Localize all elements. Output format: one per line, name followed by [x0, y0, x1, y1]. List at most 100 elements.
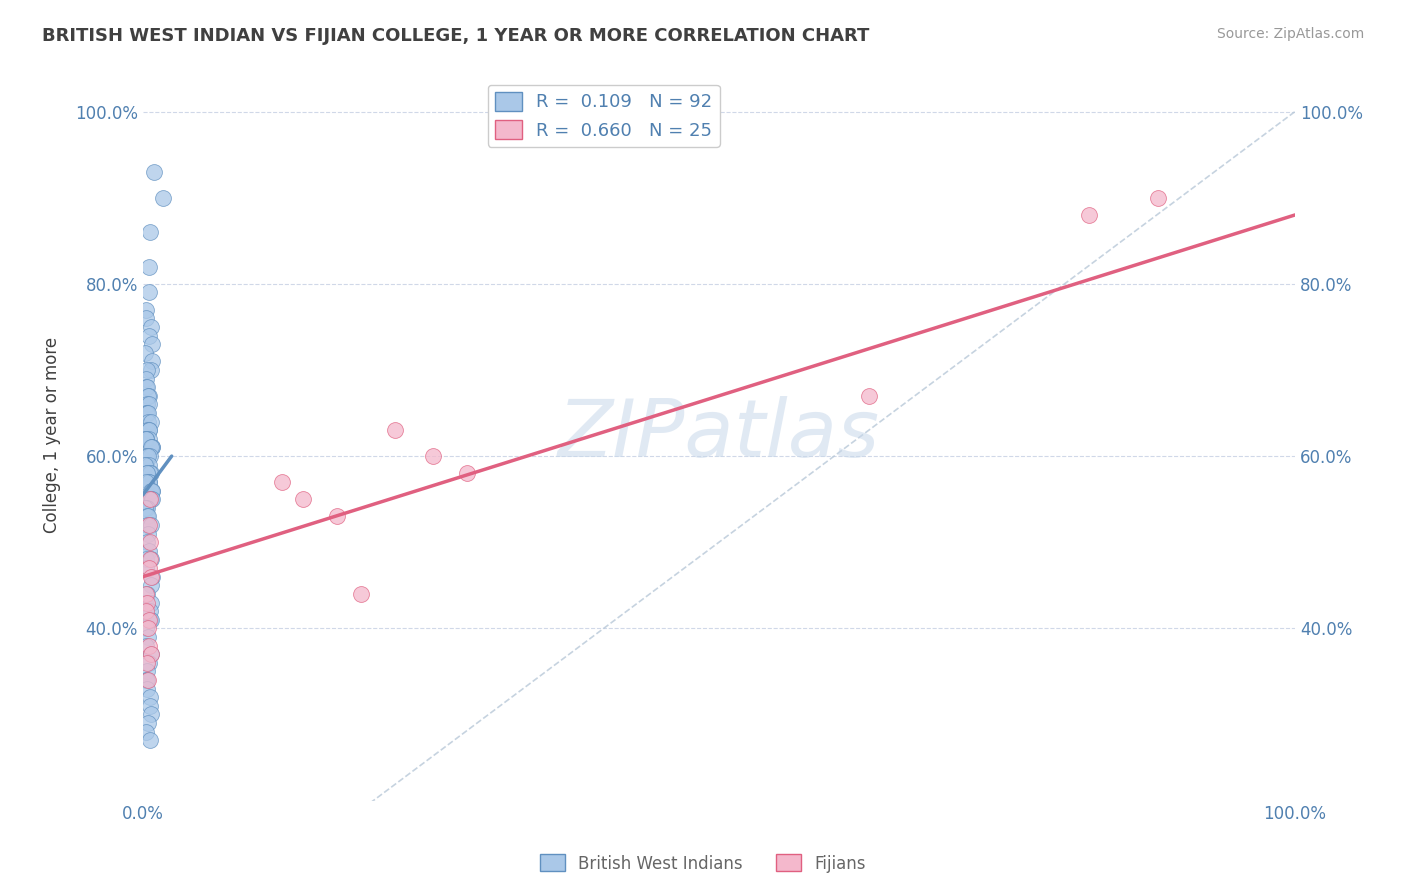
Point — [139, 690, 162, 705]
Point — [138, 475, 160, 489]
Point — [136, 535, 159, 549]
Point — [135, 587, 157, 601]
Point — [139, 492, 162, 507]
Point — [138, 397, 160, 411]
Point — [139, 613, 162, 627]
Point — [136, 397, 159, 411]
Point — [138, 285, 160, 300]
Point — [139, 535, 162, 549]
Point — [136, 467, 159, 481]
Point — [139, 225, 162, 239]
Point — [139, 449, 162, 463]
Point — [141, 441, 163, 455]
Point — [136, 665, 159, 679]
Point — [136, 389, 159, 403]
Point — [134, 500, 156, 515]
Point — [135, 371, 157, 385]
Point — [1147, 191, 1170, 205]
Text: Source: ZipAtlas.com: Source: ZipAtlas.com — [1216, 27, 1364, 41]
Point — [136, 380, 159, 394]
Point — [136, 449, 159, 463]
Point — [136, 406, 159, 420]
Point — [384, 423, 406, 437]
Point — [141, 354, 163, 368]
Point — [135, 500, 157, 515]
Point — [138, 698, 160, 713]
Point — [138, 561, 160, 575]
Point — [135, 500, 157, 515]
Point — [858, 389, 880, 403]
Point — [1078, 208, 1101, 222]
Point — [139, 733, 162, 747]
Point — [134, 595, 156, 609]
Point — [135, 432, 157, 446]
Point — [138, 656, 160, 670]
Point — [139, 647, 162, 661]
Point — [138, 475, 160, 489]
Point — [135, 363, 157, 377]
Point — [138, 423, 160, 437]
Point — [135, 595, 157, 609]
Point — [134, 458, 156, 472]
Point — [138, 518, 160, 533]
Point — [139, 441, 162, 455]
Point — [138, 432, 160, 446]
Point — [141, 492, 163, 507]
Point — [141, 483, 163, 498]
Point — [134, 432, 156, 446]
Text: ZIPatlas: ZIPatlas — [558, 395, 880, 474]
Point — [136, 509, 159, 524]
Point — [136, 681, 159, 696]
Point — [135, 475, 157, 489]
Point — [138, 613, 160, 627]
Point — [152, 191, 174, 205]
Point — [135, 423, 157, 437]
Point — [139, 483, 162, 498]
Point — [350, 587, 373, 601]
Point — [135, 604, 157, 618]
Point — [139, 595, 162, 609]
Point — [136, 673, 159, 687]
Point — [139, 647, 162, 661]
Point — [134, 345, 156, 359]
Point — [135, 449, 157, 463]
Point — [139, 518, 162, 533]
Point — [139, 415, 162, 429]
Point — [135, 673, 157, 687]
Point — [138, 716, 160, 731]
Point — [422, 449, 444, 463]
Point — [136, 526, 159, 541]
Point — [138, 328, 160, 343]
Point — [135, 724, 157, 739]
Point — [136, 449, 159, 463]
Point — [135, 639, 157, 653]
Point — [139, 613, 162, 627]
Point — [141, 483, 163, 498]
Point — [136, 509, 159, 524]
Legend: British West Indians, Fijians: British West Indians, Fijians — [533, 847, 873, 880]
Point — [136, 630, 159, 644]
Point — [136, 673, 159, 687]
Point — [135, 406, 157, 420]
Point — [138, 458, 160, 472]
Point — [138, 260, 160, 274]
Point — [135, 432, 157, 446]
Point — [135, 621, 157, 635]
Point — [136, 518, 159, 533]
Text: BRITISH WEST INDIAN VS FIJIAN COLLEGE, 1 YEAR OR MORE CORRELATION CHART: BRITISH WEST INDIAN VS FIJIAN COLLEGE, 1… — [42, 27, 869, 45]
Y-axis label: College, 1 year or more: College, 1 year or more — [44, 336, 60, 533]
Point — [135, 380, 157, 394]
Point — [135, 302, 157, 317]
Point — [136, 415, 159, 429]
Point — [326, 509, 349, 524]
Point — [139, 552, 162, 566]
Point — [141, 441, 163, 455]
Point — [136, 656, 159, 670]
Point — [141, 570, 163, 584]
Point — [139, 363, 162, 377]
Point — [136, 467, 159, 481]
Legend: R =  0.109   N = 92, R =  0.660   N = 25: R = 0.109 N = 92, R = 0.660 N = 25 — [488, 85, 720, 147]
Point — [141, 467, 163, 481]
Point — [139, 552, 162, 566]
Point — [291, 492, 314, 507]
